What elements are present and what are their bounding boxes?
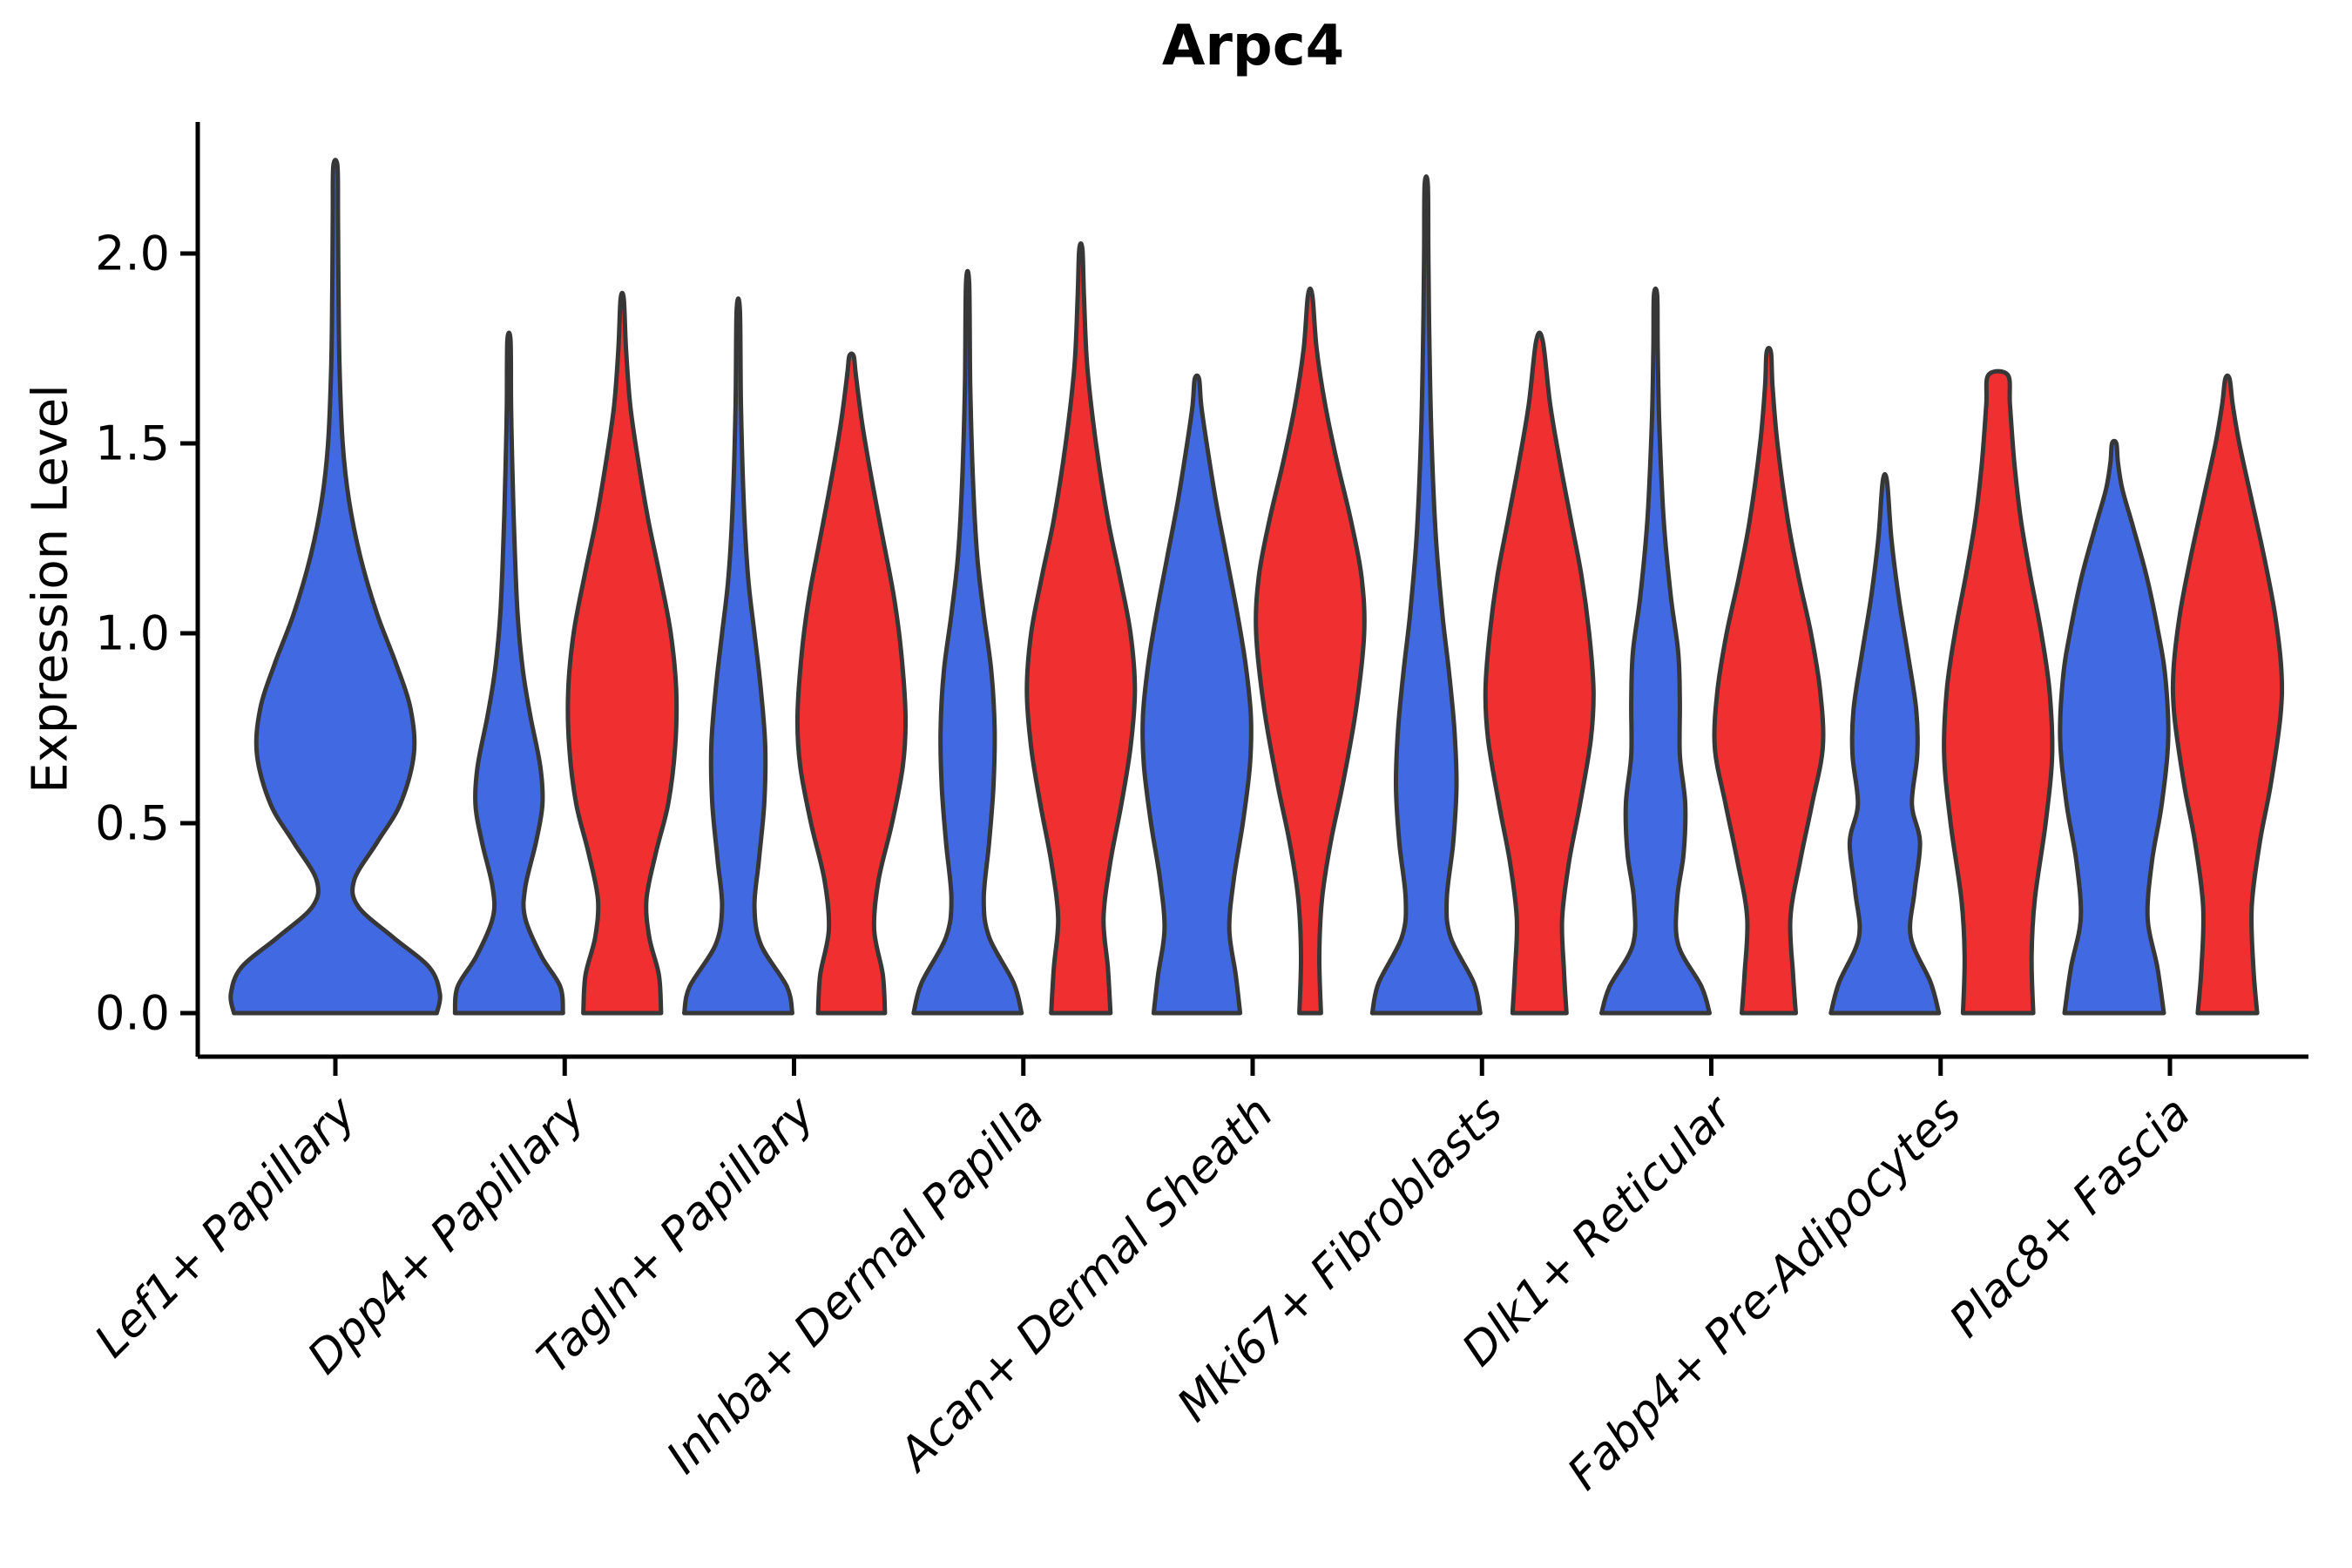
violin-right	[1254, 286, 1367, 1016]
x-category-label: Acan+ Dermal Sheath	[888, 1087, 1283, 1483]
violin-left	[452, 330, 565, 1016]
violin-right	[1712, 345, 1826, 1016]
violin-right	[794, 351, 909, 1016]
violin-left	[2058, 438, 2171, 1016]
x-category-label: Plac8+ Fascia	[1940, 1087, 2200, 1348]
violin-right	[1942, 368, 2055, 1016]
violin-right	[1024, 241, 1138, 1016]
violin-right	[565, 290, 679, 1016]
x-category-label: Inhba+ Dermal Papilla	[657, 1087, 1054, 1484]
violin-left	[911, 268, 1024, 1016]
x-category-label: Fabp4+ Pre-Adipocytes	[1558, 1087, 1971, 1501]
y-tick-label: 0.0	[95, 986, 170, 1041]
y-tick-label: 1.5	[95, 416, 170, 471]
chart-title: Arpc4	[1161, 14, 1345, 78]
violin-right	[1483, 330, 1596, 1016]
violin-single	[228, 158, 443, 1016]
violin-left	[682, 296, 794, 1016]
violin-left	[1828, 471, 1942, 1016]
y-tick-label: 2.0	[95, 226, 170, 281]
violin-left	[1599, 286, 1712, 1016]
y-tick-label: 1.0	[95, 606, 170, 661]
violin-right	[2170, 373, 2285, 1016]
violin-left	[1369, 174, 1483, 1016]
violin-left	[1140, 373, 1254, 1016]
y-tick-label: 0.5	[95, 796, 170, 851]
